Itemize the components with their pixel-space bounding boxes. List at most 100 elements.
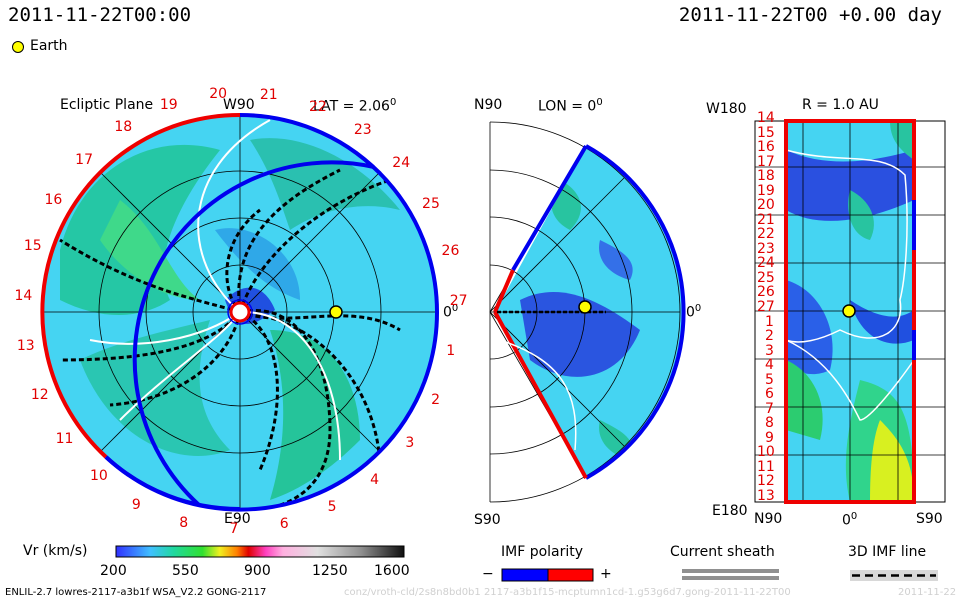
radial-bottom-n90: N90 [754, 511, 783, 527]
carrington-label: 17 [75, 151, 93, 168]
carrington-label: 10 [89, 468, 108, 485]
watermark-date: 2011-11-22 [898, 587, 957, 598]
radial-row-label: 24 [757, 255, 775, 272]
colorbar-label: Vr (km/s) [23, 543, 88, 559]
radial-row-label: 25 [757, 269, 775, 286]
carrington-label: 24 [392, 155, 411, 172]
run-info: ENLIL-2.7 lowres-2117-a3b1f WSA_V2.2 GON… [5, 587, 267, 598]
ecliptic-bottom-label: E90 [224, 511, 251, 527]
polarity-minus-label: − [482, 566, 494, 582]
carrington-label: 11 [55, 431, 74, 448]
radial-row-label: 19 [757, 182, 775, 199]
carrington-label: 12 [30, 387, 49, 403]
current-sheath-swatch-1 [682, 569, 779, 573]
meridional-bottom-label: S90 [474, 512, 501, 528]
ecliptic-right-label: 00 [443, 303, 459, 321]
carrington-label: 2 [431, 391, 441, 408]
radial-row-label: 1 [765, 313, 774, 330]
radial-row-label: 18 [757, 168, 775, 185]
polarity-negative-swatch [501, 568, 549, 582]
carrington-label: 15 [23, 238, 42, 255]
radial-row-label: 14 [757, 110, 775, 126]
radial-panel [754, 119, 946, 504]
radial-row-label: 20 [757, 197, 775, 214]
carrington-label: 20 [209, 86, 228, 103]
polarity-positive-swatch [547, 568, 594, 582]
carrington-label: 1 [446, 343, 456, 360]
radial-row-label: 4 [765, 357, 774, 374]
earth-legend-label: Earth [30, 38, 68, 54]
radial-row-label: 3 [765, 342, 774, 359]
colorbar-tick-200: 200 [100, 563, 127, 579]
radial-row-label: 9 [765, 429, 774, 446]
carrington-label: 18 [114, 119, 133, 136]
colorbar-tick-550: 550 [172, 563, 199, 579]
carrington-label: 13 [16, 338, 35, 355]
colorbar-tick-900: 900 [244, 563, 271, 579]
colorbar-tick-1600: 1600 [374, 563, 410, 579]
meridional-earth-marker [578, 300, 592, 314]
radial-row-label: 13 [757, 488, 775, 504]
radial-top-left-label: W180 [706, 101, 747, 117]
carrington-label: 6 [279, 515, 289, 532]
ecliptic-title: Ecliptic Plane [60, 97, 154, 113]
carrington-label: 14 [14, 287, 33, 304]
imf-polarity-label: IMF polarity [501, 544, 584, 560]
radial-row-label: 6 [765, 386, 774, 403]
carrington-label: 16 [44, 191, 63, 208]
polarity-plus-label: + [600, 566, 612, 582]
carrington-label: 4 [370, 471, 380, 488]
meridional-right-label: 00 [686, 303, 702, 321]
radial-row-label: 10 [757, 444, 775, 461]
radial-row-label: 2 [765, 328, 774, 345]
carrington-label: 19 [159, 97, 178, 114]
radial-row-label: 17 [757, 153, 775, 170]
right-timestamp: 2011-11-22T00 +0.00 day [678, 4, 942, 26]
radial-row-label: 23 [757, 240, 775, 257]
ecliptic-top-label: W90 [223, 97, 255, 113]
ecliptic-earth-marker [329, 305, 343, 319]
watermark: conz/vroth-cld/2s8n8bd0b1 2117-a3b1f15-m… [344, 587, 791, 598]
radial-row-label: 27 [757, 299, 775, 315]
radial-row-label: 11 [757, 458, 775, 475]
meridional-lon-label: LON = 00 [538, 97, 603, 115]
carrington-label: 3 [405, 435, 415, 452]
imf-line-label: 3D IMF line [848, 544, 927, 560]
ecliptic-panel [40, 112, 440, 512]
earth-legend-icon [12, 41, 24, 53]
meridional-panel [489, 121, 686, 503]
radial-row-label: 5 [765, 371, 774, 388]
radial-row-label: 16 [757, 139, 775, 156]
carrington-label: 9 [131, 496, 141, 513]
radial-earth-marker [842, 304, 856, 318]
radial-row-label: 8 [765, 415, 774, 432]
colorbar-gradient [115, 545, 405, 558]
colorbar-tick-1250: 1250 [312, 563, 348, 579]
carrington-label: 8 [179, 514, 189, 531]
carrington-label: 21 [259, 86, 278, 103]
radial-row-label: 21 [757, 211, 775, 228]
sun-marker [229, 301, 251, 323]
carrington-label: 5 [327, 498, 337, 515]
radial-row-label: 15 [757, 124, 775, 141]
carrington-label: 22 [308, 99, 327, 116]
current-sheath-label: Current sheath [670, 544, 775, 560]
radial-bottom-s90: S90 [916, 511, 943, 527]
meridional-top-label: N90 [474, 97, 503, 113]
ecliptic-lat-label: LAT = 2.060 [313, 97, 397, 115]
current-sheath-swatch-2 [682, 576, 779, 580]
left-timestamp: 2011-11-22T00:00 [8, 4, 192, 26]
carrington-label: 7 [229, 520, 239, 537]
carrington-label: 23 [353, 122, 372, 139]
radial-row-label: 12 [757, 473, 775, 490]
radial-row-label: 26 [757, 284, 775, 301]
radial-row-label: 7 [765, 400, 774, 417]
carrington-label: 25 [422, 196, 440, 213]
carrington-label: 27 [449, 292, 468, 309]
radial-title: R = 1.0 AU [802, 97, 879, 113]
radial-bottom-left-label: E180 [712, 503, 748, 519]
radial-bottom-zero: 00 [842, 511, 858, 529]
carrington-label: 26 [441, 242, 460, 259]
radial-row-label: 22 [757, 226, 775, 243]
